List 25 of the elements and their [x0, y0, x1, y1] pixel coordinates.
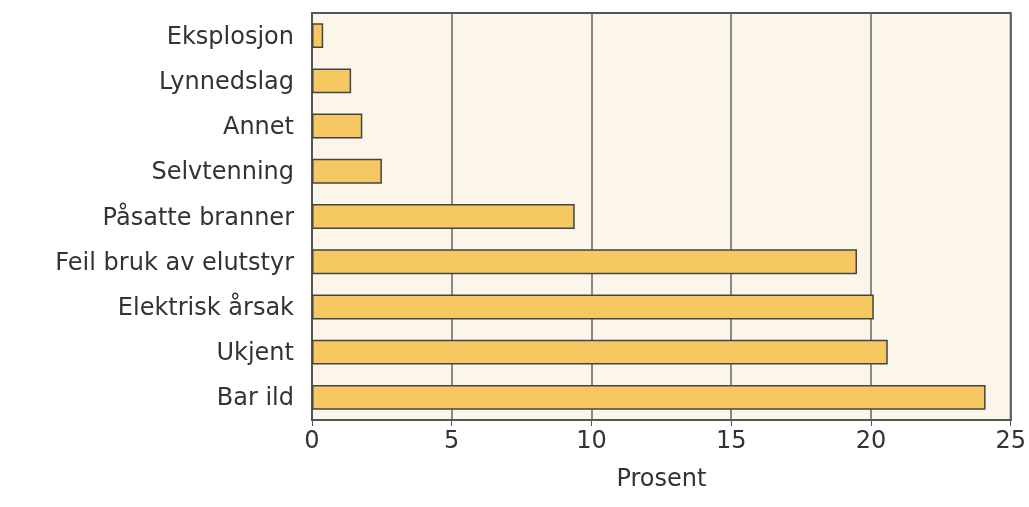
y-tick-label: Annet — [222, 112, 294, 141]
y-tick-label: Påsatte branner — [102, 201, 295, 231]
y-tick-label: Lynnedslag — [159, 66, 294, 95]
bar — [312, 294, 874, 320]
bar — [312, 113, 363, 139]
x-axis-title: Prosent — [616, 464, 707, 492]
bar — [312, 204, 575, 229]
bar — [312, 384, 986, 410]
x-tick-label: 5 — [444, 426, 460, 454]
x-tick-label: 25 — [995, 426, 1026, 454]
y-tick-label: Bar ild — [216, 383, 294, 412]
y-tick-label: Selvtenning — [151, 157, 294, 186]
bar — [312, 23, 324, 49]
bar — [312, 249, 858, 275]
x-tick-label: 15 — [715, 426, 747, 454]
x-tick-label: 10 — [576, 426, 607, 454]
bar — [312, 339, 888, 365]
x-tick-label: 0 — [304, 426, 320, 454]
bar — [312, 158, 382, 184]
y-tick-label: Feil bruk av elutstyr — [55, 247, 295, 276]
x-tick-label: 20 — [855, 426, 887, 454]
bar — [312, 68, 352, 94]
y-tick-label: Eksplosjon — [166, 21, 294, 50]
y-tick-label: Elektrisk årsak — [117, 291, 295, 321]
y-tick-label: Ukjent — [216, 338, 294, 367]
